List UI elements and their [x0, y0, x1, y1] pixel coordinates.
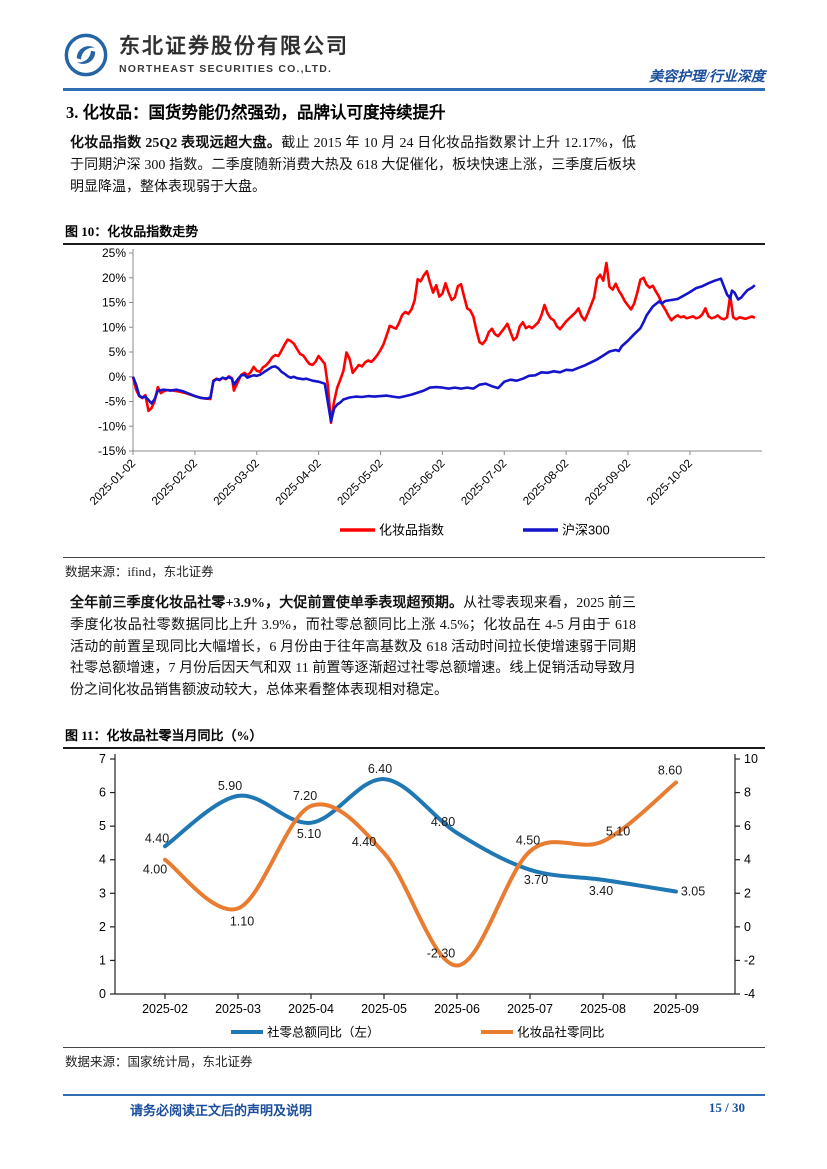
data-label: 4.40 [145, 831, 169, 845]
axes [129, 249, 762, 455]
series-社零总额同比（左） [163, 777, 678, 894]
left-tick-label: 3 [99, 886, 106, 900]
left-tick-label: 4 [99, 853, 106, 867]
paragraph-body: 截止 2015 年 10 月 24 日化妆品指数累计上升 12.17%，低于同期… [70, 136, 636, 195]
y-tick-label: 20% [102, 271, 126, 285]
page-number: 15 / 30 [708, 1100, 745, 1115]
data-label: 4.50 [516, 833, 540, 847]
figure-11-caption: 图 11：化妆品社零当月同比（%） [63, 724, 765, 749]
left-tick-label: 7 [99, 752, 106, 766]
company-name-en: NORTHEAST SECURITIES CO.,LTD. [119, 63, 333, 75]
cosmetics-index-trend-chart: 25%20%15%10%5%0%-5%-10%-15%2025-01-02 202… [88, 246, 762, 538]
left-tick-label: 2 [99, 920, 106, 934]
x-tick-label: 2025-02-02 [150, 458, 200, 508]
series-化妆品社零同比 [163, 780, 678, 968]
left-tick-label: 0 [99, 987, 106, 1001]
legend-label: 社零总额同比（左） [267, 1025, 380, 1040]
x-tick-label: 2025-03-02 [212, 458, 262, 508]
x-tick-label: 2025-10-02 [645, 458, 695, 508]
figure-11: 图 11：化妆品社零当月同比（%） 0 1 2 3 4 5 6 7 -4 -2 0 2 4 6 8 10 202… [63, 724, 765, 1072]
x-tick-label: 2025-08 [580, 1002, 626, 1016]
paragraph-retail-sales: 全年前三季度化妆品社零+3.9%，大促前置使单季表现超预期。从社零表现来看，20… [70, 593, 636, 702]
right-tick-label: 2 [744, 886, 751, 900]
company-name-cn: 东北证券股份有限公司 [119, 35, 349, 58]
cosmetics-retail-yoy-chart: 0 1 2 3 4 5 6 7 -4 -2 0 2 4 6 8 10 2025-02 2025-03 2025-04… [99, 752, 758, 1040]
y-tick-label: -5% [105, 395, 127, 409]
data-label: 5.10 [297, 827, 321, 841]
x-tick-label: 2025-03 [215, 1002, 261, 1016]
x-tick-label: 2025-09 [653, 1002, 699, 1016]
data-label: 8.60 [658, 764, 682, 778]
northeast-securities-logo-icon [64, 33, 108, 77]
header: 东北证券股份有限公司 NORTHEAST SECURITIES CO.,LTD.… [63, 30, 765, 86]
footer-divider [63, 1094, 765, 1096]
data-label: 3.05 [681, 885, 705, 899]
legend-label: 化妆品社零同比 [517, 1025, 605, 1040]
logo-row: 东北证券股份有限公司 NORTHEAST SECURITIES CO.,LTD. [63, 30, 765, 78]
x-tick-label: 2025-01-02 [88, 458, 138, 508]
data-label: 4.00 [143, 863, 167, 877]
right-tick-label: -2 [744, 953, 755, 967]
figure-10-caption: 图 10：化妆品指数走势 [63, 220, 765, 245]
right-tick-label: 8 [744, 786, 751, 800]
data-label: -2.30 [427, 946, 456, 960]
x-tick-label: 2025-05 [361, 1002, 407, 1016]
x-tick-label: 2025-09-02 [583, 458, 633, 508]
right-tick-label: 4 [744, 853, 751, 867]
data-label: 4.80 [431, 815, 455, 829]
section-title: 3. 化妆品：国货势能仍然强劲，品牌认可度持续提升 [66, 103, 446, 122]
left-tick-label: 1 [99, 953, 106, 967]
paragraph-lead: 全年前三季度化妆品社零+3.9%，大促前置使单季表现超预期。 [70, 596, 464, 611]
axes [110, 754, 740, 999]
legend-label: 化妆品指数 [379, 523, 444, 538]
company-name-block: 东北证券股份有限公司 NORTHEAST SECURITIES CO.,LTD. [119, 30, 349, 75]
paragraph-lead: 化妆品指数 25Q2 表现远超大盘。 [70, 136, 282, 151]
data-label: 1.10 [230, 914, 254, 928]
figure-11-source: 数据来源：国家统计局，东北证券 [63, 1047, 765, 1072]
paragraph-index-performance: 化妆品指数 25Q2 表现远超大盘。截止 2015 年 10 月 24 日化妆品… [70, 133, 636, 198]
y-tick-label: 10% [102, 320, 126, 334]
x-tick-label: 2025-04-02 [274, 458, 324, 508]
left-tick-label: 5 [99, 819, 106, 833]
x-tick-label: 2025-05-02 [336, 458, 386, 508]
right-tick-label: -4 [744, 987, 755, 1001]
y-tick-label: 25% [102, 246, 126, 260]
data-label: 4.40 [352, 835, 376, 849]
right-tick-label: 0 [744, 920, 751, 934]
series-化妆品指数 [131, 261, 756, 425]
footer-disclaimer: 请务必阅读正文后的声明及说明 [130, 1103, 313, 1118]
x-tick-label: 2025-02 [142, 1002, 188, 1016]
x-tick-label: 2025-06-02 [397, 458, 447, 508]
x-tick-label: 2025-04 [288, 1002, 334, 1016]
paragraph-body: 从社零表现来看，2025 前三季度化妆品社零数据同比上升 3.9%，而社零总额同… [70, 596, 637, 699]
header-divider [63, 88, 765, 91]
y-tick-label: -10% [98, 419, 126, 433]
x-tick-label: 2025-06 [434, 1002, 480, 1016]
legend-label: 沪深300 [562, 523, 610, 538]
data-label: 3.70 [524, 873, 548, 887]
y-tick-label: -15% [98, 444, 126, 458]
right-tick-label: 6 [744, 819, 751, 833]
x-tick-label: 2025-07-02 [459, 458, 509, 508]
series-沪深300 [131, 277, 756, 423]
data-label: 3.40 [589, 884, 613, 898]
report-category: 美容护理/行业深度 [649, 70, 765, 85]
x-tick-label: 2025-07 [507, 1002, 553, 1016]
data-label: 7.20 [293, 789, 317, 803]
data-label: 5.10 [606, 824, 630, 838]
y-tick-label: 5% [109, 345, 127, 359]
figure-10: 图 10：化妆品指数走势 25% 20% 15% 10% 5% 0% -5% -10% -15%… [63, 220, 765, 582]
x-tick-label: 2025-08-02 [521, 458, 571, 508]
right-tick-label: 10 [744, 752, 758, 766]
y-tick-label: 0% [109, 370, 127, 384]
left-tick-label: 6 [99, 786, 106, 800]
data-label: 5.90 [218, 779, 242, 793]
data-label: 6.40 [368, 762, 392, 776]
y-tick-label: 15% [102, 296, 126, 310]
figure-10-source: 数据来源：ifind，东北证券 [63, 557, 765, 582]
